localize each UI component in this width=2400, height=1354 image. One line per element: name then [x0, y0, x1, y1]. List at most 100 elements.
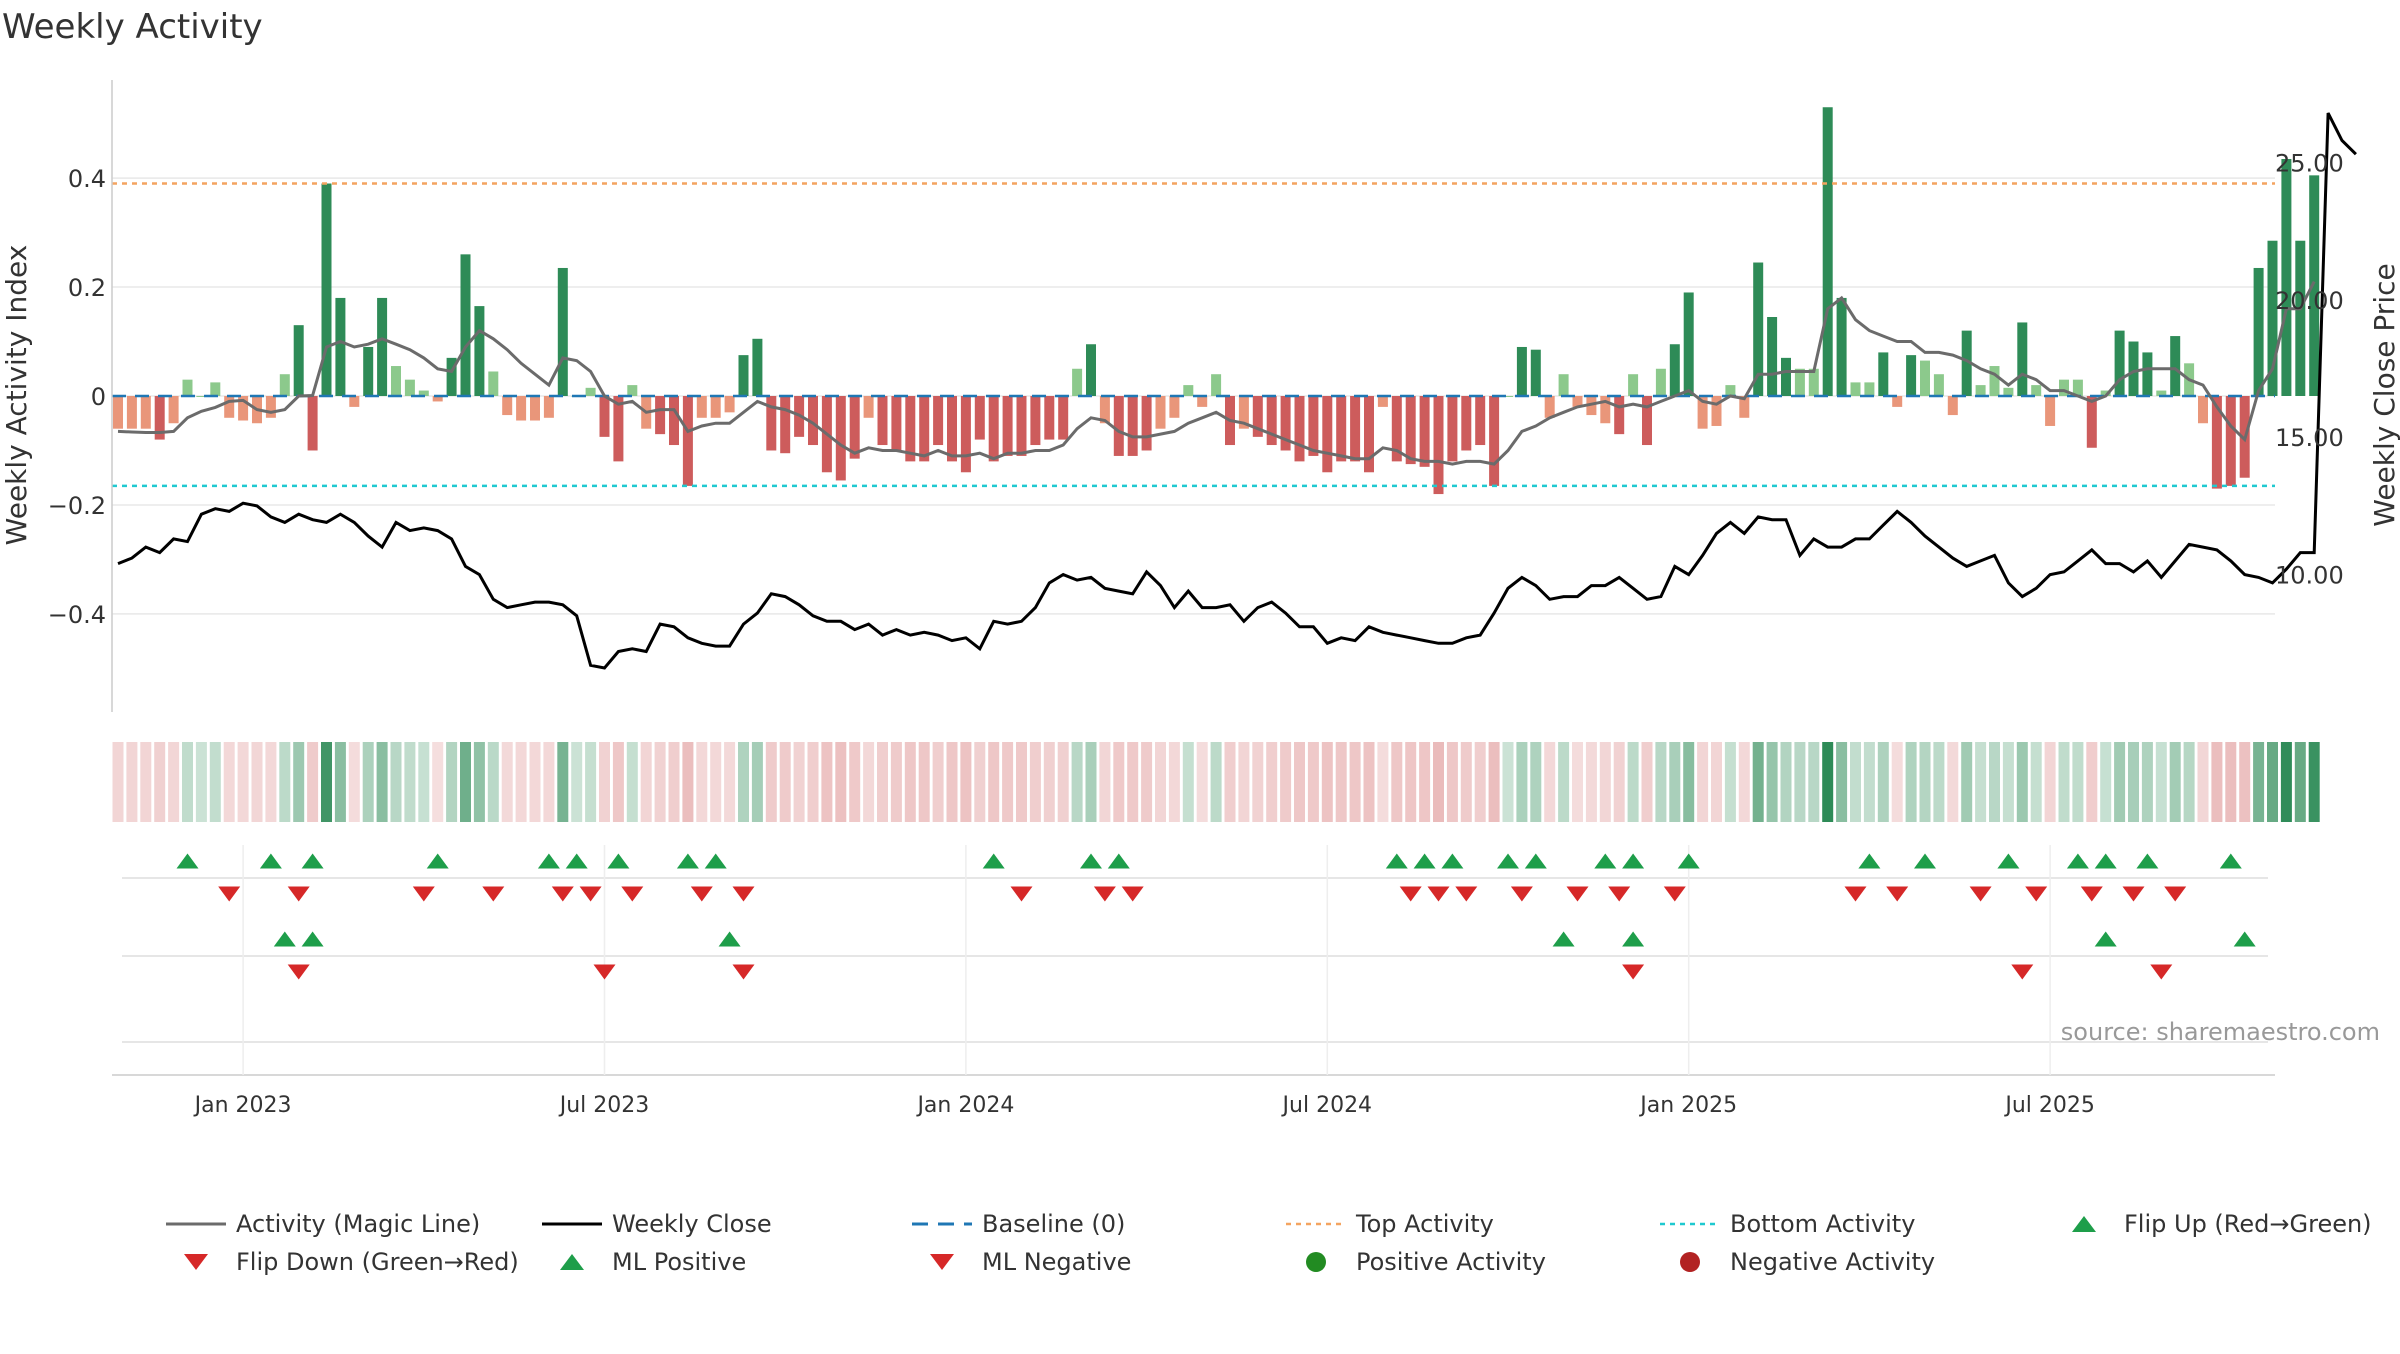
heat-cell	[682, 742, 694, 822]
activity-bar	[1836, 297, 1847, 396]
activity-bar	[335, 297, 346, 396]
heat-cell	[1905, 742, 1917, 822]
heat-cell	[1002, 742, 1014, 822]
heat-cell	[807, 742, 819, 822]
flip-up-marker	[426, 853, 449, 869]
heat-cell	[501, 742, 513, 822]
activity-bar	[947, 396, 957, 462]
activity-bar	[988, 396, 999, 462]
heat-cell	[1335, 742, 1347, 822]
heat-cell	[1891, 742, 1903, 822]
activity-bar	[196, 396, 207, 397]
activity-bar	[1920, 360, 1930, 396]
activity-bar	[1294, 396, 1305, 462]
legend-label: ML Negative	[982, 1248, 1131, 1276]
heat-cell	[1363, 742, 1375, 822]
activity-bar	[2100, 390, 2111, 396]
heat-cell	[904, 742, 916, 822]
activity-bar	[1628, 374, 1639, 396]
heat-cell	[112, 742, 124, 822]
activity-bar	[418, 390, 429, 396]
flip-up-marker	[1385, 853, 1408, 869]
activity-bar	[1489, 396, 1500, 486]
ml-positive-marker	[301, 931, 324, 947]
flip-down-marker	[1010, 886, 1033, 902]
legend-label: Negative Activity	[1730, 1248, 1935, 1276]
heat-cell	[640, 742, 652, 822]
heat-cell	[1724, 742, 1736, 822]
activity-bar	[696, 396, 707, 418]
heat-cell	[2044, 742, 2056, 822]
activity-bar	[1753, 262, 1764, 396]
activity-bar	[1781, 357, 1791, 396]
heat-cell	[765, 742, 777, 822]
activity-bar	[2267, 240, 2278, 396]
flip-down-marker	[1608, 886, 1631, 902]
activity-bar	[1906, 355, 1917, 396]
lines-layer	[112, 112, 2357, 670]
activity-bar	[1280, 396, 1291, 451]
flip-up-marker	[1107, 853, 1130, 869]
heat-cell	[237, 742, 249, 822]
x-tick-label: Jul 2023	[558, 1093, 650, 1118]
activity-bar	[391, 366, 401, 396]
activity-bar	[2211, 396, 2222, 489]
flip-down-marker	[1093, 886, 1116, 902]
activity-bar	[1336, 396, 1347, 462]
activity-bar	[1933, 374, 1944, 396]
heat-cell	[1947, 742, 1959, 822]
ml-positive-marker	[273, 931, 296, 947]
heat-cell	[1933, 742, 1945, 822]
activity-bar	[1725, 385, 1736, 396]
flip-up-marker	[2094, 853, 2117, 869]
activity-bar	[238, 396, 249, 421]
activity-bar	[1377, 396, 1388, 407]
activity-bar	[766, 396, 777, 451]
heat-cell	[1391, 742, 1403, 822]
activity-bar	[2114, 330, 2125, 396]
heat-cell	[2253, 742, 2265, 822]
activity-bar	[321, 183, 332, 396]
activity-bar	[599, 396, 610, 437]
heat-cell	[1613, 742, 1625, 822]
legend-label: Flip Up (Red→Green)	[2124, 1210, 2372, 1238]
flip-down-marker	[690, 886, 713, 902]
activity-bar	[710, 396, 721, 418]
heat-cell	[1057, 742, 1069, 822]
heat-cell	[1182, 742, 1194, 822]
heat-cell	[2225, 742, 2237, 822]
activity-bar	[2086, 396, 2097, 448]
flip-up-marker	[1413, 853, 1436, 869]
heat-cell	[2016, 742, 2028, 822]
legend-swatch-down-triangle	[930, 1254, 954, 1270]
activity-bar	[1030, 396, 1041, 446]
ml-negative-marker	[2150, 964, 2173, 980]
activity-bar	[460, 254, 471, 396]
activity-bar	[1211, 374, 1222, 396]
activity-bar	[1169, 396, 1180, 418]
flip-down-marker	[1427, 886, 1450, 902]
flip-up-marker	[2219, 853, 2242, 869]
activity-bar	[182, 379, 193, 396]
activity-bar	[1419, 396, 1430, 467]
y-tick-label-right: 20.00	[2275, 287, 2344, 315]
activity-bar	[1252, 396, 1263, 437]
heat-cell	[376, 742, 388, 822]
heat-cell	[1808, 742, 1820, 822]
ml-positive-marker	[1622, 931, 1645, 947]
legend-label: Weekly Close	[612, 1210, 772, 1238]
heat-cell	[1196, 742, 1208, 822]
heat-cell	[1460, 742, 1472, 822]
activity-bar	[2170, 336, 2181, 396]
y-tick-label-right: 25.00	[2275, 149, 2344, 177]
flip-up-marker	[1622, 853, 1645, 869]
activity-bar	[1447, 396, 1458, 462]
heat-cell	[1321, 742, 1333, 822]
flip-up-marker	[2066, 853, 2089, 869]
flip-up-marker	[1594, 853, 1617, 869]
activity-bar	[1961, 330, 1972, 396]
flip-down-marker	[412, 886, 435, 902]
flip-up-marker	[565, 853, 588, 869]
weekly-close-line	[117, 112, 2357, 670]
heat-cell	[432, 742, 444, 822]
